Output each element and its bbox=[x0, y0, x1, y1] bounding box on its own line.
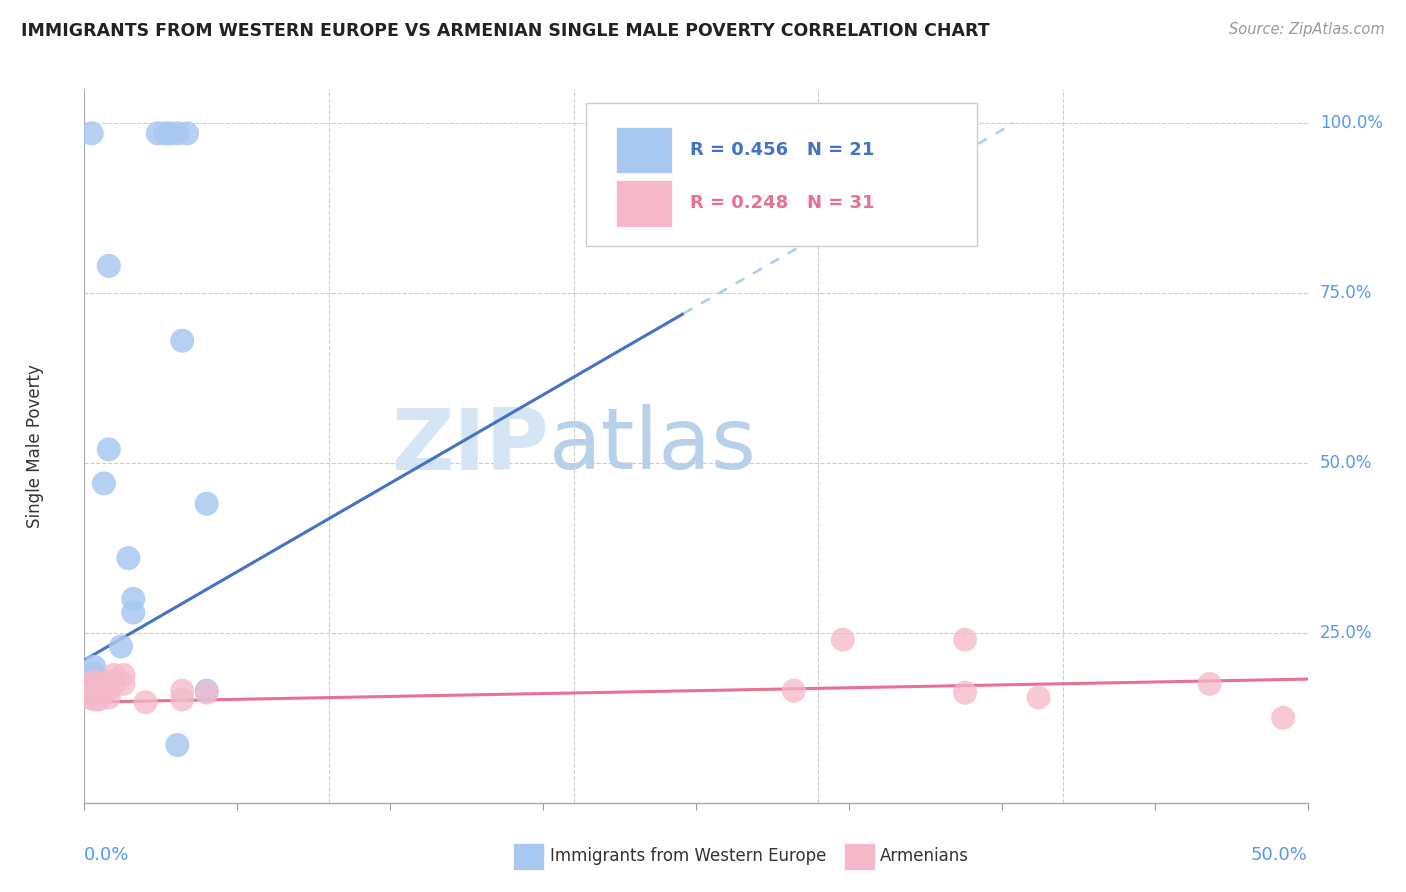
Point bbox=[172, 334, 194, 348]
Point bbox=[103, 677, 125, 691]
Point bbox=[172, 692, 194, 706]
Point bbox=[83, 687, 105, 701]
Point bbox=[83, 660, 105, 674]
Text: R = 0.248   N = 31: R = 0.248 N = 31 bbox=[690, 194, 875, 212]
Point bbox=[783, 683, 806, 698]
Point bbox=[166, 127, 188, 141]
Point bbox=[87, 692, 110, 706]
Point bbox=[87, 686, 110, 700]
Text: atlas: atlas bbox=[550, 404, 758, 488]
Point bbox=[1028, 690, 1050, 705]
Point bbox=[77, 677, 100, 691]
Point bbox=[122, 606, 145, 620]
Text: Source: ZipAtlas.com: Source: ZipAtlas.com bbox=[1229, 22, 1385, 37]
Point bbox=[953, 686, 976, 700]
Point bbox=[195, 683, 218, 698]
Point bbox=[77, 690, 100, 705]
Point bbox=[117, 551, 139, 566]
Point bbox=[110, 640, 132, 654]
FancyBboxPatch shape bbox=[616, 127, 672, 173]
Point bbox=[176, 127, 198, 141]
Point bbox=[83, 677, 105, 691]
Point bbox=[195, 497, 218, 511]
Point bbox=[172, 683, 194, 698]
Text: 75.0%: 75.0% bbox=[1320, 284, 1372, 302]
Point bbox=[195, 686, 218, 700]
Point bbox=[953, 632, 976, 647]
Text: 0.0%: 0.0% bbox=[84, 846, 129, 863]
Point bbox=[112, 677, 135, 691]
Point bbox=[1272, 711, 1295, 725]
Point bbox=[122, 591, 145, 606]
Point bbox=[83, 674, 105, 689]
Point bbox=[93, 677, 115, 691]
Point bbox=[97, 674, 120, 689]
FancyBboxPatch shape bbox=[616, 180, 672, 227]
Text: 50.0%: 50.0% bbox=[1320, 454, 1372, 472]
Point bbox=[80, 127, 103, 141]
Text: Single Male Poverty: Single Male Poverty bbox=[27, 364, 45, 528]
Text: R = 0.456   N = 21: R = 0.456 N = 21 bbox=[690, 141, 875, 159]
FancyBboxPatch shape bbox=[586, 103, 977, 246]
Point bbox=[146, 127, 169, 141]
Point bbox=[83, 683, 105, 698]
Point bbox=[97, 690, 120, 705]
Point bbox=[135, 695, 157, 709]
Text: 100.0%: 100.0% bbox=[1320, 114, 1384, 132]
Point bbox=[93, 476, 115, 491]
Point bbox=[77, 681, 100, 696]
Text: Immigrants from Western Europe: Immigrants from Western Europe bbox=[550, 847, 827, 865]
Point bbox=[153, 127, 176, 141]
Point bbox=[1198, 677, 1220, 691]
Point bbox=[159, 127, 181, 141]
Text: IMMIGRANTS FROM WESTERN EUROPE VS ARMENIAN SINGLE MALE POVERTY CORRELATION CHART: IMMIGRANTS FROM WESTERN EUROPE VS ARMENI… bbox=[21, 22, 990, 40]
Point bbox=[97, 681, 120, 696]
Point bbox=[83, 666, 105, 681]
Point bbox=[166, 738, 188, 752]
Point bbox=[77, 687, 100, 701]
Point bbox=[83, 692, 105, 706]
Point bbox=[103, 668, 125, 682]
Point bbox=[97, 259, 120, 273]
Text: 25.0%: 25.0% bbox=[1320, 624, 1372, 642]
Text: Armenians: Armenians bbox=[880, 847, 969, 865]
Text: ZIP: ZIP bbox=[391, 404, 550, 488]
Point bbox=[831, 632, 853, 647]
Text: 50.0%: 50.0% bbox=[1251, 846, 1308, 863]
Point bbox=[83, 681, 105, 696]
Point bbox=[87, 679, 110, 693]
Point bbox=[112, 668, 135, 682]
Point bbox=[97, 442, 120, 457]
Point bbox=[93, 686, 115, 700]
